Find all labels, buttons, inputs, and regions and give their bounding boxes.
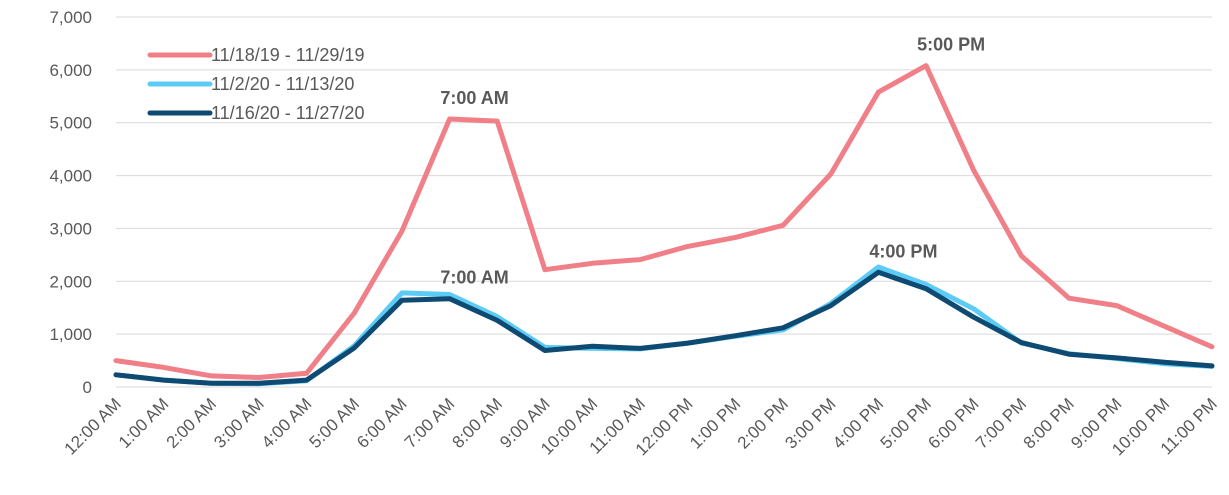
annotations: 7:00 AM 5:00 PM 7:00 AM 4:00 PM bbox=[440, 35, 985, 288]
x-tick-label: 2:00 AM bbox=[163, 394, 221, 452]
legend-label: 11/16/20 - 11/27/20 bbox=[211, 103, 364, 123]
x-tick-label: 6:00 AM bbox=[353, 394, 411, 452]
y-tick-label: 1,000 bbox=[49, 325, 92, 344]
x-tick-label: 12:00 AM bbox=[61, 394, 125, 458]
x-tick-label: 4:00 PM bbox=[829, 394, 887, 452]
x-tick-label: 3:00 PM bbox=[781, 394, 839, 452]
gridlines bbox=[116, 16, 1212, 388]
x-tick-label: 3:00 AM bbox=[210, 394, 268, 452]
x-axis: 12:00 AM1:00 AM2:00 AM3:00 AM4:00 AM5:00… bbox=[61, 394, 1221, 459]
series-lines bbox=[113, 63, 1215, 387]
annotation-label: 4:00 PM bbox=[869, 241, 937, 261]
x-tick-label: 7:00 AM bbox=[401, 394, 459, 452]
x-tick-label: 1:00 AM bbox=[115, 394, 173, 452]
legend: 11/18/19 - 11/29/19 11/2/20 - 11/13/20 11/… bbox=[147, 45, 364, 123]
y-axis: 0 1,000 2,000 3,000 4,000 5,000 6,000 7,000 bbox=[49, 8, 92, 397]
x-tick-label: 8:00 AM bbox=[449, 394, 507, 452]
y-tick-label: 5,000 bbox=[49, 114, 92, 133]
x-tick-label: 2:00 PM bbox=[734, 394, 792, 452]
y-tick-label: 0 bbox=[83, 378, 92, 397]
x-tick-label: 1:00 PM bbox=[686, 394, 744, 452]
annotation-label: 5:00 PM bbox=[917, 35, 985, 55]
legend-label: 11/18/19 - 11/29/19 bbox=[211, 45, 364, 65]
series-line-1 bbox=[113, 63, 1215, 380]
y-tick-label: 2,000 bbox=[49, 272, 92, 291]
legend-label: 11/2/20 - 11/13/20 bbox=[211, 74, 354, 94]
x-tick-label: 5:00 PM bbox=[877, 394, 935, 452]
y-tick-label: 6,000 bbox=[49, 61, 92, 80]
x-tick-label: 8:00 PM bbox=[1020, 394, 1078, 452]
x-tick-label: 4:00 AM bbox=[258, 394, 316, 452]
x-tick-label: 5:00 AM bbox=[306, 394, 364, 452]
series-line-2 bbox=[113, 264, 1215, 387]
series-line-3 bbox=[113, 269, 1215, 386]
annotation-label: 7:00 AM bbox=[440, 268, 508, 288]
y-tick-label: 3,000 bbox=[49, 219, 92, 238]
y-tick-label: 4,000 bbox=[49, 167, 92, 186]
annotation-label: 7:00 AM bbox=[440, 88, 508, 108]
y-tick-label: 7,000 bbox=[49, 8, 92, 27]
x-tick-label: 7:00 PM bbox=[972, 394, 1030, 452]
x-tick-label: 6:00 PM bbox=[924, 394, 982, 452]
